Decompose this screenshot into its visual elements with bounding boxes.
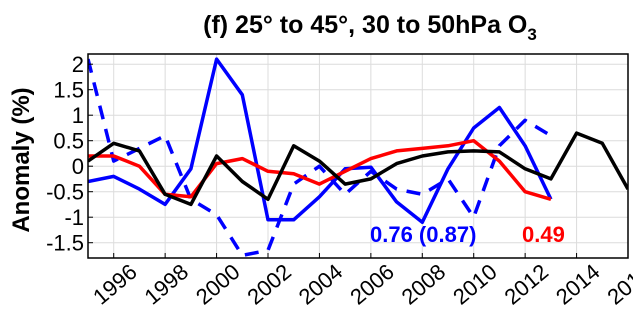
y-tick-label: -1	[64, 205, 84, 230]
y-tick-labels: -1.5-1-0.500.511.52	[46, 52, 93, 256]
y-tick-label: 1.5	[53, 78, 84, 103]
correlation-annotation: 0.76 (0.87)	[370, 222, 476, 247]
chart-title-subscript: 3	[527, 25, 536, 44]
x-tick-label: 2008	[397, 259, 451, 310]
y-tick-label: 0	[72, 154, 84, 179]
x-tick-label: 2002	[242, 259, 296, 310]
x-tick-label: 2010	[448, 259, 502, 310]
x-tick-label: 2012	[500, 259, 554, 310]
chart-title-main: (f) 25° to 45°, 30 to 50hPa O	[203, 11, 527, 39]
y-tick-label: -1.5	[46, 231, 84, 256]
x-tick-label: 1996	[88, 259, 142, 310]
y-tick-label: 2	[72, 52, 84, 77]
y-tick-label: 1	[72, 103, 84, 128]
x-tick-label: 2004	[294, 259, 348, 310]
x-tick-label: 1998	[140, 259, 194, 310]
x-tick-label: 2006	[345, 259, 399, 310]
correlation-annotations: 0.76 (0.87) 0.49	[370, 222, 565, 247]
y-tick-label: -0.5	[46, 180, 84, 205]
correlation-annotation: 0.49	[522, 222, 565, 247]
x-tick-label: 2016	[602, 259, 633, 310]
x-tick-label: 2014	[551, 259, 605, 310]
y-axis-label: Anomaly (%)	[8, 87, 35, 232]
chart-title: (f) 25° to 45°, 30 to 50hPa O3	[203, 11, 537, 44]
x-tick-labels: 1996199820002002200420062008201020122014…	[88, 253, 633, 310]
y-tick-label: 0.5	[53, 129, 84, 154]
x-tick-label: 2000	[191, 259, 245, 310]
